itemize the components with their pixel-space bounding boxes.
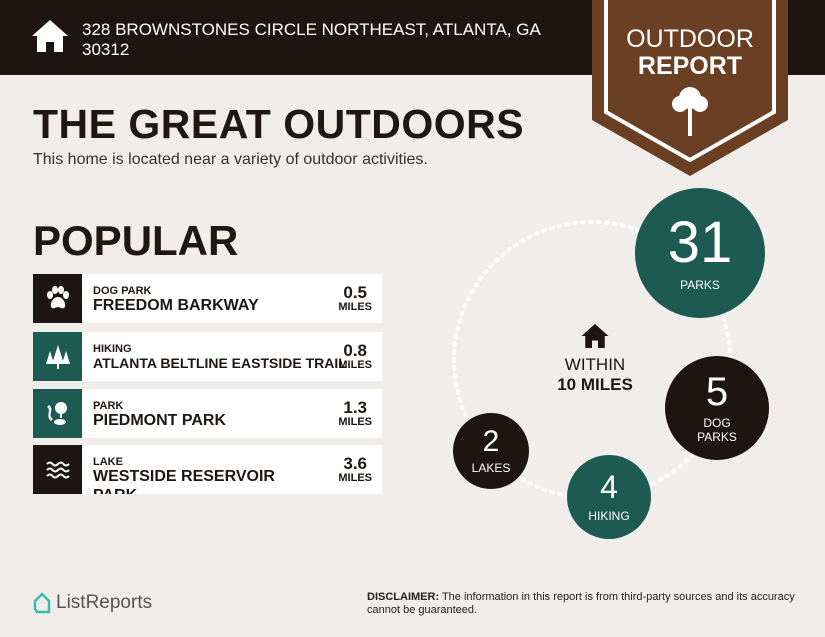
popular-heading: POPULAR (33, 217, 239, 264)
listreports-logo[interactable]: ListReports (33, 592, 152, 614)
item-category: LAKE (93, 456, 123, 468)
item-category: HIKING (93, 343, 132, 355)
within-radius-label: WITHIN 10 MILES (540, 322, 650, 395)
parks-count: 31 (667, 210, 733, 275)
item-name: ATLANTA BELTLINE EASTSIDE TRAIL (93, 355, 347, 371)
parks-label: PARKS (680, 278, 720, 292)
parks-count-circle: 31 PARKS (635, 188, 765, 318)
item-distance: 3.6 MILES (338, 455, 372, 484)
distance-value: 3.6 (343, 454, 367, 473)
distance-value: 0.8 (343, 341, 367, 360)
dog-parks-count-circle: 5 DOG PARKS (665, 356, 769, 460)
park-icon (33, 389, 82, 438)
item-distance: 0.8 MILES (338, 342, 372, 371)
lakes-count: 2 (482, 425, 500, 458)
page-subtitle: This home is located near a variety of o… (33, 151, 428, 168)
waves-icon (33, 445, 82, 494)
disclaimer: DISCLAIMER: The information in this repo… (367, 591, 797, 617)
item-name: PIEDMONT PARK (93, 412, 227, 429)
property-address: 328 BROWNSTONES CIRCLE NORTHEAST, ATLANT… (82, 20, 540, 59)
hiking-count: 4 (600, 469, 618, 505)
lakes-count-circle: 2 LAKES (453, 413, 529, 489)
trees-icon (33, 332, 82, 381)
paw-icon (33, 274, 82, 323)
listreports-logo-icon (33, 592, 51, 614)
distance-unit: MILES (338, 359, 372, 371)
dog-parks-count: 5 (705, 370, 729, 414)
popular-item[interactable]: HIKING ATLANTA BELTLINE EASTSIDE TRAIL 0… (33, 332, 382, 381)
within-text: WITHIN (564, 355, 626, 374)
tree-icon (672, 87, 708, 136)
item-name: FREEDOM BARKWAY (93, 297, 259, 314)
home-icon (32, 20, 68, 52)
item-category: DOG PARK (93, 285, 152, 297)
page-title: THE GREAT OUTDOORS (33, 101, 525, 147)
dog-parks-label-1: DOG (703, 416, 731, 430)
disclaimer-label: DISCLAIMER: (367, 591, 440, 603)
distance-unit: MILES (338, 301, 372, 313)
badge-line-1: OUTDOOR (626, 25, 754, 53)
home-icon (581, 324, 609, 348)
hiking-count-circle: 4 HIKING (567, 455, 651, 539)
item-distance: 0.5 MILES (338, 284, 372, 313)
badge-line-2: REPORT (637, 52, 743, 80)
distance-value: 0.5 (343, 283, 367, 302)
distance-unit: MILES (338, 472, 372, 484)
popular-item[interactable]: PARK PIEDMONT PARK 1.3 MILES (33, 389, 382, 438)
item-category: PARK (93, 400, 124, 412)
radius-text: 10 MILES (557, 375, 633, 394)
disclaimer-text: The information in this report is from t… (367, 591, 795, 616)
lakes-label: LAKES (471, 461, 511, 475)
distance-value: 1.3 (343, 398, 367, 417)
outdoor-report-badge (592, 0, 788, 176)
item-distance: 1.3 MILES (338, 399, 372, 428)
distance-unit: MILES (338, 416, 372, 428)
hiking-label: HIKING (588, 509, 630, 523)
badge-title: OUTDOOR REPORT (592, 26, 788, 80)
popular-item[interactable]: DOG PARK FREEDOM BARKWAY 0.5 MILES (33, 274, 382, 323)
dog-parks-label-2: PARKS (697, 430, 737, 444)
logo-text: ListReports (56, 592, 153, 613)
item-name: WESTSIDE RESERVOIR PARK (93, 468, 275, 494)
